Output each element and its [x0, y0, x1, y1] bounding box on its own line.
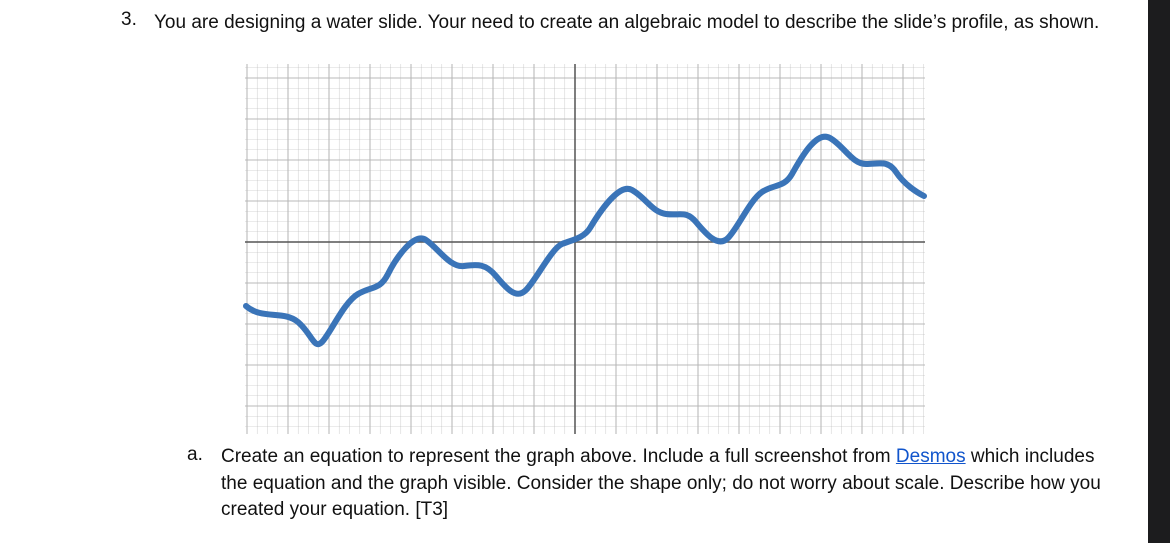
desmos-link[interactable]: Desmos [895, 446, 966, 467]
part-a-text-before: Create an equation to represent the grap… [221, 446, 896, 467]
question-text: You are designing a water slide. Your ne… [154, 12, 1100, 33]
slide-curve [243, 133, 927, 347]
question-number: 3. [121, 9, 137, 30]
slide-profile-graph [243, 64, 927, 434]
part-a-text: Create an equation to represent the grap… [221, 444, 1121, 524]
graph-grid [245, 64, 925, 434]
part-a-text-after: which includes the equation and the grap… [221, 446, 1101, 520]
part-a-letter: a. [187, 444, 203, 465]
